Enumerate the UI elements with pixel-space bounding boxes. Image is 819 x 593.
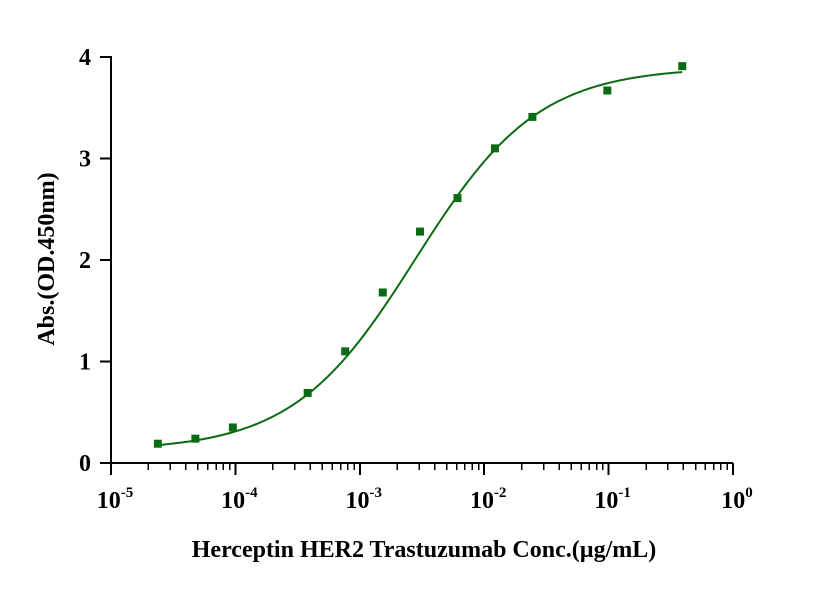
x-axis-title: Herceptin HER2 Trastuzumab Conc.(µg/mL) xyxy=(192,537,656,563)
y-tick-label: 1 xyxy=(79,350,91,376)
x-tick-label: 10-2 xyxy=(470,485,507,514)
data-point xyxy=(678,62,687,71)
data-point xyxy=(341,347,350,356)
fit-curve-layer xyxy=(157,71,683,447)
data-point xyxy=(453,194,462,203)
y-tick-label: 4 xyxy=(79,45,91,71)
x-tick-label: 100 xyxy=(721,485,753,514)
y-tick-label: 2 xyxy=(79,248,91,274)
x-ticks: 10-5 10-4 10-3 10-2 10-1 100 xyxy=(97,463,753,514)
data-point xyxy=(228,423,237,432)
data-point xyxy=(490,144,499,153)
x-tick-label: 10-1 xyxy=(594,485,631,514)
data-point xyxy=(303,388,312,397)
y-ticks: 0 1 2 3 4 xyxy=(79,45,111,477)
data-points-layer xyxy=(153,62,687,448)
y-tick-label: 3 xyxy=(79,147,91,173)
data-point xyxy=(603,86,612,95)
x-tick-label: 10-3 xyxy=(346,485,383,514)
y-tick-label: 0 xyxy=(79,451,91,477)
x-tick-label: 10-4 xyxy=(221,485,258,514)
data-point xyxy=(191,434,200,443)
x-tick-label: 10-5 xyxy=(97,485,134,514)
data-point xyxy=(416,227,425,236)
y-axis-title: Abs.(OD.450nm) xyxy=(34,172,60,345)
fit-curve-line xyxy=(157,71,683,447)
data-point xyxy=(153,439,162,448)
data-point xyxy=(378,288,387,297)
data-point xyxy=(528,112,537,121)
